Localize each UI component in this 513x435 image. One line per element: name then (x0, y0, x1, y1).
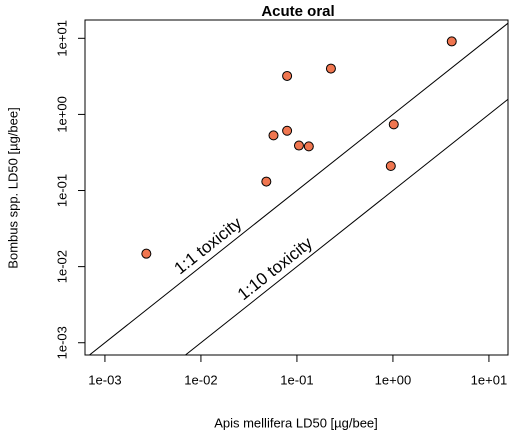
chart-title: Acute oral (261, 3, 334, 20)
y-axis-label: Bombus spp. LD50 [µg/bee] (5, 107, 20, 268)
point (261, 176, 272, 187)
y-tick-label: 1e-01 (54, 174, 69, 207)
point (325, 63, 336, 74)
reference-label: 1:1 toxicity (171, 213, 246, 278)
y-tick-label: 1e+01 (54, 20, 69, 57)
point (282, 125, 293, 136)
x-tick-label: 1e-02 (184, 372, 217, 387)
y-tick-label: 1e-02 (54, 250, 69, 283)
x-tick-label: 1e-03 (88, 372, 121, 387)
reference-line (184, 98, 508, 355)
x-tick-label: 1e+01 (471, 372, 508, 387)
reference-label: 1:10 toxicity (234, 233, 317, 304)
y-tick-label: 1e-03 (54, 326, 69, 359)
x-axis-label: Apis mellifera LD50 [µg/bee] (214, 415, 378, 430)
point (385, 160, 396, 171)
point (141, 248, 152, 259)
point (388, 119, 399, 130)
point (282, 70, 293, 81)
y-tick-label: 1e+00 (54, 96, 69, 133)
reference-line (88, 22, 508, 355)
point (446, 36, 457, 47)
point (293, 140, 304, 151)
x-tick-label: 1e-01 (280, 372, 313, 387)
plot-frame (84, 19, 509, 356)
point (303, 141, 314, 152)
point (268, 130, 279, 141)
x-tick-label: 1e+00 (375, 372, 412, 387)
